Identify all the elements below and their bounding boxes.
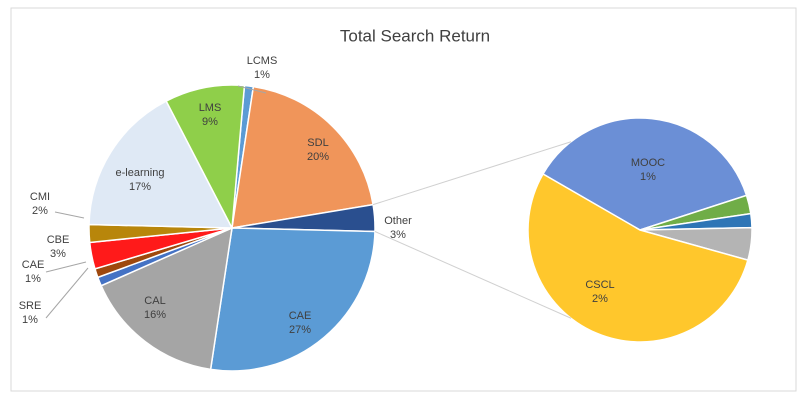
slice-value-label: 1% <box>25 273 41 285</box>
slice-value-label: 27% <box>289 324 311 336</box>
slice-label: LMS <box>199 102 222 114</box>
connector-line <box>372 141 572 206</box>
pie-slice <box>88 100 234 229</box>
chart-title: Total Search Return <box>340 26 490 45</box>
slice-label: CBE <box>47 234 70 246</box>
slice-label: e-learning <box>116 167 165 179</box>
leader-line <box>237 85 267 94</box>
slice-label: CAE <box>22 259 45 271</box>
slice-label: CAE <box>289 310 312 322</box>
slice-value-label: 1% <box>640 171 656 183</box>
slice-label: CSCL <box>585 279 614 291</box>
slice-label: CAL <box>144 295 165 307</box>
slice-value-label: 16% <box>144 309 166 321</box>
slice-label: LCMS <box>247 55 278 67</box>
leader-line <box>45 267 89 319</box>
slice-value-label: 17% <box>129 181 151 193</box>
pie-slice <box>527 172 749 343</box>
slice-label: Other <box>384 215 412 227</box>
pie-slice <box>100 226 233 371</box>
connector-line <box>374 231 572 319</box>
slice-value-label: 3% <box>390 229 406 241</box>
slice-value-label: 9% <box>202 116 218 128</box>
slice-label: CMI <box>30 191 50 203</box>
slice-value-label: 1% <box>22 314 38 326</box>
slice-value-label: 2% <box>592 293 608 305</box>
slice-value-label: 1% <box>254 69 270 81</box>
slice-value-label: 2% <box>32 205 48 217</box>
pie-slice <box>209 227 376 372</box>
slice-label: MOOC <box>631 157 665 169</box>
pie-slice <box>541 117 748 231</box>
slice-value-label: 20% <box>307 151 329 163</box>
slice-label: SRE <box>19 300 42 312</box>
pie-slice <box>231 85 374 229</box>
slice-value-label: 3% <box>50 248 66 260</box>
slice-label: SDL <box>307 137 328 149</box>
leader-line <box>54 211 85 219</box>
pie-slice <box>165 84 246 231</box>
leader-line <box>45 261 87 273</box>
